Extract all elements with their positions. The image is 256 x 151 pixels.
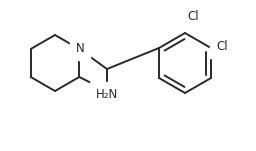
Text: Cl: Cl [187,11,199,24]
Text: Cl: Cl [216,40,228,53]
Text: N: N [76,42,85,55]
Text: H₂N: H₂N [96,88,118,101]
